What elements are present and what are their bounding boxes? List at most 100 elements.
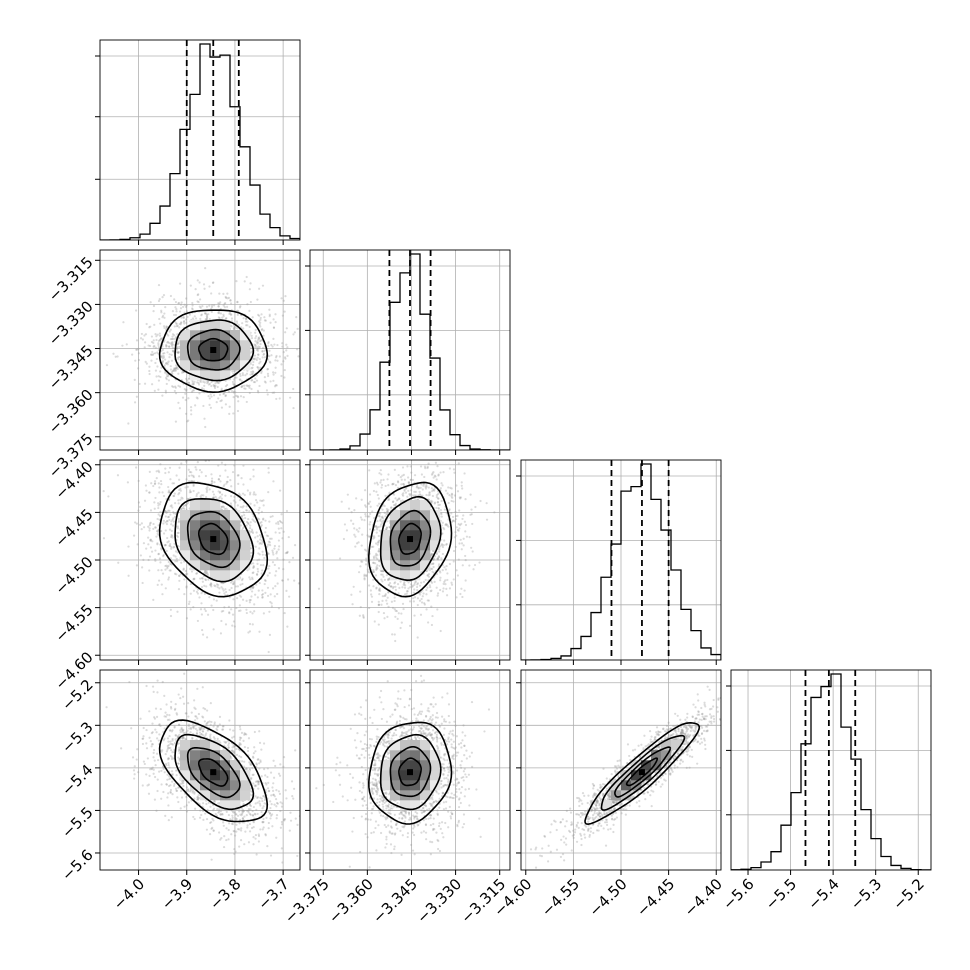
scatter-point <box>177 358 180 361</box>
scatter-point <box>127 545 130 548</box>
scatter-point <box>275 354 278 358</box>
scatter-point <box>407 581 410 584</box>
scatter-point <box>167 564 170 567</box>
scatter-point <box>301 322 303 324</box>
scatter-point <box>175 322 178 325</box>
scatter-point <box>402 492 405 495</box>
scatter-point <box>255 358 258 362</box>
scatter-point <box>325 324 327 326</box>
scatter-point <box>199 495 202 498</box>
scatter-point <box>258 362 261 365</box>
scatter-point <box>399 476 402 479</box>
scatter-point <box>166 341 169 344</box>
scatter-point <box>258 558 261 561</box>
scatter-point <box>242 505 245 508</box>
scatter-point <box>160 569 163 572</box>
scatter-point <box>200 602 203 605</box>
scatter-point <box>415 486 418 489</box>
scatter-point <box>254 331 257 334</box>
scatter-point <box>176 351 179 354</box>
density-block <box>200 370 211 381</box>
scatter-point <box>285 551 289 554</box>
scatter-point <box>240 515 243 518</box>
scatter-point <box>167 485 170 489</box>
scatter-point <box>259 360 262 363</box>
scatter-point <box>241 506 244 509</box>
scatter-point <box>410 489 413 492</box>
scatter-point <box>192 389 195 392</box>
scatter-point <box>153 482 156 486</box>
scatter-point <box>252 475 255 478</box>
scatter-point <box>152 339 155 342</box>
scatter-point <box>205 305 209 308</box>
scatter-point <box>406 590 409 593</box>
density-block <box>180 520 191 531</box>
scatter-point <box>252 515 255 518</box>
scatter-point <box>347 507 351 510</box>
scatter-point <box>275 397 278 401</box>
scatter-point <box>199 608 203 611</box>
scatter-point <box>372 561 375 564</box>
scatter-point <box>271 587 275 590</box>
scatter-point <box>200 471 203 474</box>
scatter-point <box>463 520 466 523</box>
scatter-point <box>372 489 376 493</box>
scatter-point <box>185 585 188 588</box>
scatter-point <box>417 494 420 497</box>
scatter-point <box>424 487 428 490</box>
scatter-point <box>376 483 379 486</box>
scatter-point <box>176 560 179 563</box>
scatter-point <box>206 316 209 319</box>
scatter-point <box>268 610 271 613</box>
scatter-point <box>245 384 248 387</box>
scatter-point <box>265 534 268 537</box>
scatter-point <box>413 588 416 591</box>
scatter-point <box>464 523 468 527</box>
scatter-point <box>260 593 264 597</box>
scatter-point <box>169 544 172 547</box>
scatter-point <box>419 486 422 490</box>
scatter-point <box>213 384 216 388</box>
scatter-point <box>253 343 256 346</box>
scatter-point <box>196 588 200 591</box>
scatter-point <box>248 601 251 604</box>
scatter-point <box>171 518 174 522</box>
scatter-point <box>157 469 160 472</box>
scatter-point <box>191 381 194 384</box>
scatter-point <box>383 511 386 515</box>
scatter-point <box>380 445 382 447</box>
scatter-point <box>211 490 215 493</box>
scatter-point <box>368 515 371 518</box>
scatter-point <box>359 565 362 568</box>
scatter-point <box>162 352 165 355</box>
scatter-point <box>162 294 166 297</box>
scatter-point <box>212 281 215 284</box>
scatter-point <box>403 478 406 481</box>
scatter-point <box>217 583 220 587</box>
scatter-point <box>276 557 279 560</box>
scatter-point <box>456 574 459 577</box>
scatter-point <box>210 307 213 310</box>
scatter-point <box>445 587 448 590</box>
scatter-point <box>147 344 150 347</box>
scatter-point <box>148 344 152 348</box>
scatter-point <box>233 326 237 329</box>
scatter-point <box>292 387 295 391</box>
scatter-point <box>169 562 172 566</box>
scatter-point <box>203 384 206 387</box>
scatter-point <box>126 481 130 484</box>
density-block <box>210 340 221 351</box>
contour-line <box>186 328 241 371</box>
scatter-point <box>166 340 170 343</box>
scatter-point <box>281 579 284 582</box>
scatter-point <box>154 352 157 355</box>
scatter-point <box>267 543 270 546</box>
scatter-point <box>281 579 284 582</box>
scatter-point <box>152 310 155 313</box>
scatter-point <box>464 554 467 558</box>
scatter-point <box>241 577 244 580</box>
scatter-point <box>165 510 168 514</box>
scatter-point <box>170 359 174 362</box>
scatter-point <box>235 606 238 610</box>
scatter-point <box>432 558 435 561</box>
